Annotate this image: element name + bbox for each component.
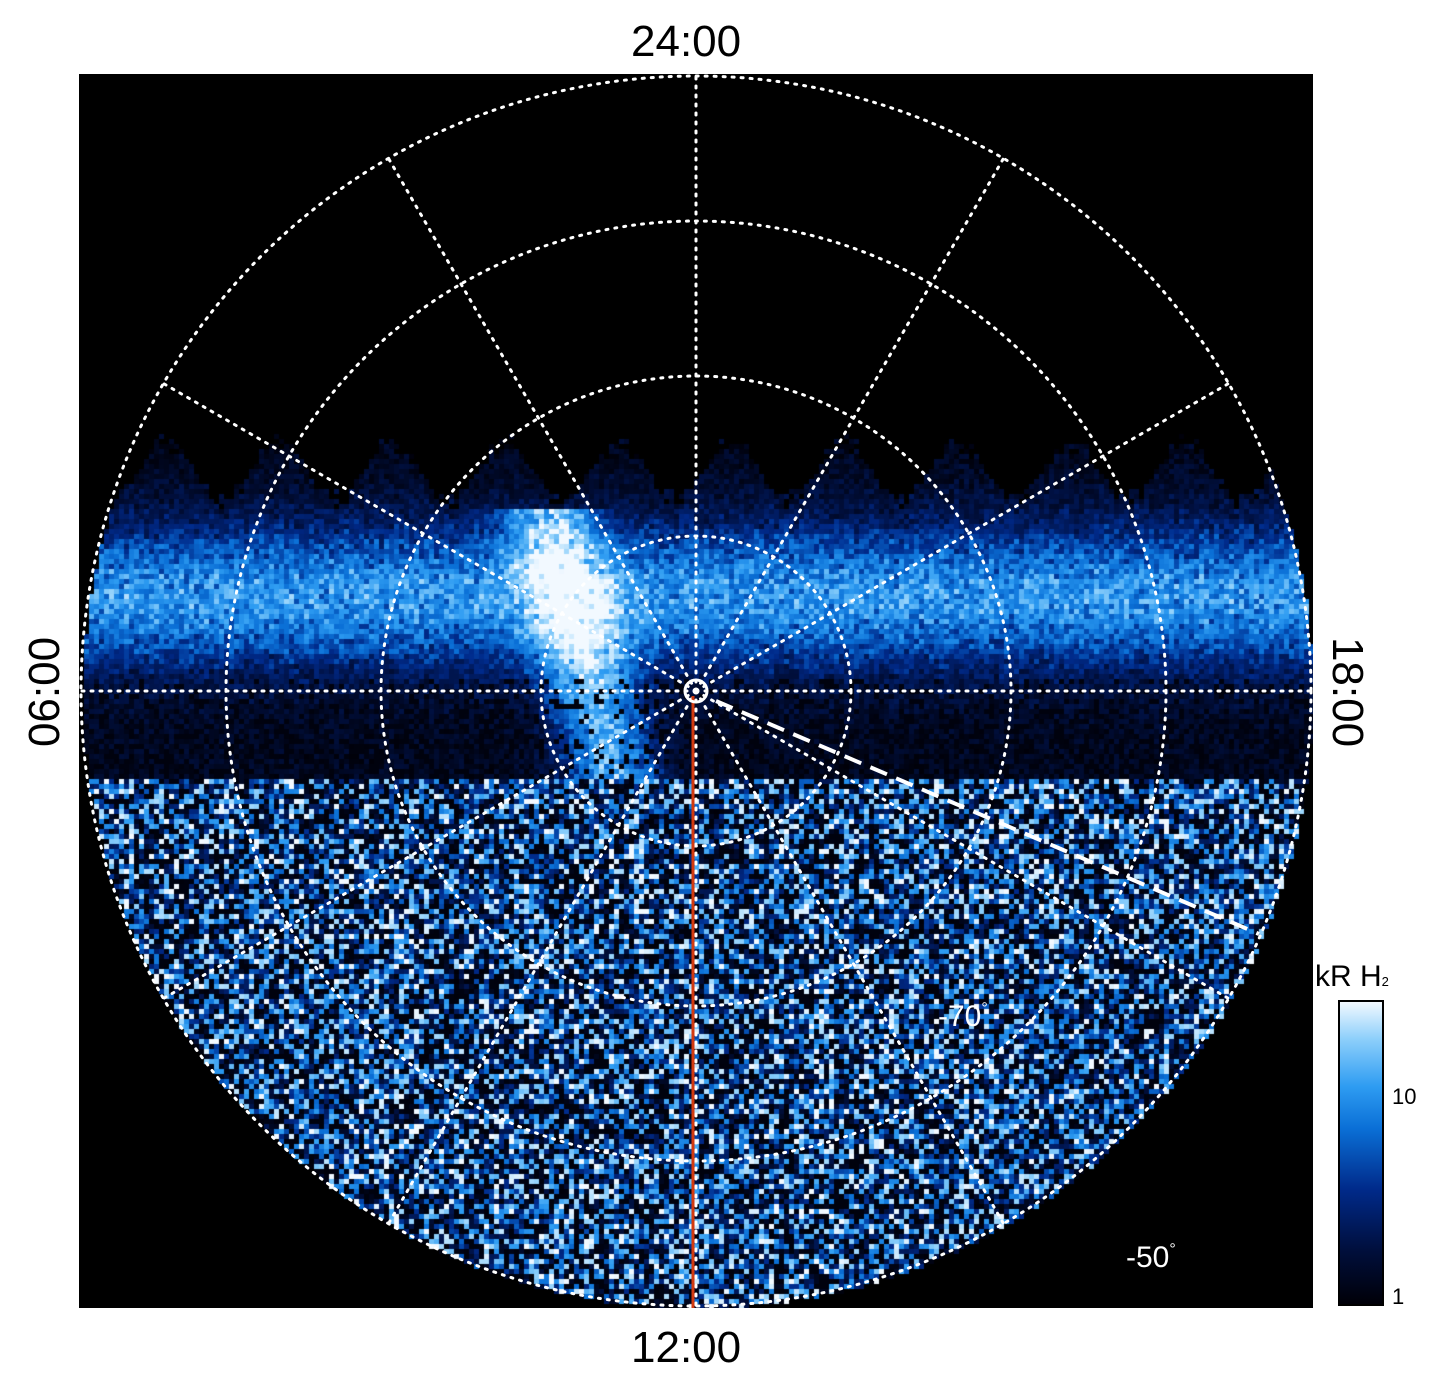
polar-grid [79, 74, 1313, 1308]
mlt-meridian-8 [694, 689, 1231, 1000]
colorbar-title: kR H2 [1315, 960, 1389, 993]
colorbar [1338, 1000, 1384, 1306]
mlt-label-12: 12:00 [631, 1323, 742, 1372]
mlt-label-06: 06:00 [20, 636, 70, 748]
pole-marker [683, 678, 709, 704]
colorbar-tick-10: 10 [1392, 1084, 1417, 1109]
latitude-label-50: -50° [1126, 1241, 1176, 1274]
mlt-meridian-4 [694, 382, 1231, 693]
latitude-label-70: -70° [938, 1000, 988, 1033]
mlt-meridian-10 [694, 689, 1005, 1226]
dashed-reference-line [715, 699, 1260, 936]
mlt-label-24: 24:00 [631, 17, 742, 66]
polar-plot: -70° -50° [79, 74, 1313, 1308]
mlt-meridian-20 [161, 382, 698, 693]
mlt-meridian-2 [694, 156, 1005, 693]
mlt-meridian-14 [387, 689, 698, 1226]
mlt-meridian-16 [161, 689, 698, 1000]
colorbar-tick-1: 1 [1392, 1284, 1405, 1309]
mlt-meridian-22 [387, 156, 698, 693]
mlt-label-18: 18:00 [1323, 636, 1373, 748]
